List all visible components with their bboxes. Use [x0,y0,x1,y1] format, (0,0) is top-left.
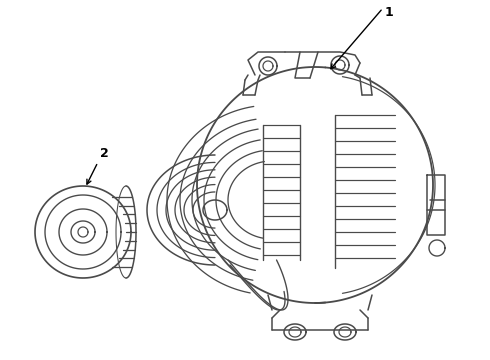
Text: 2: 2 [100,147,109,160]
Text: 1: 1 [385,6,394,19]
